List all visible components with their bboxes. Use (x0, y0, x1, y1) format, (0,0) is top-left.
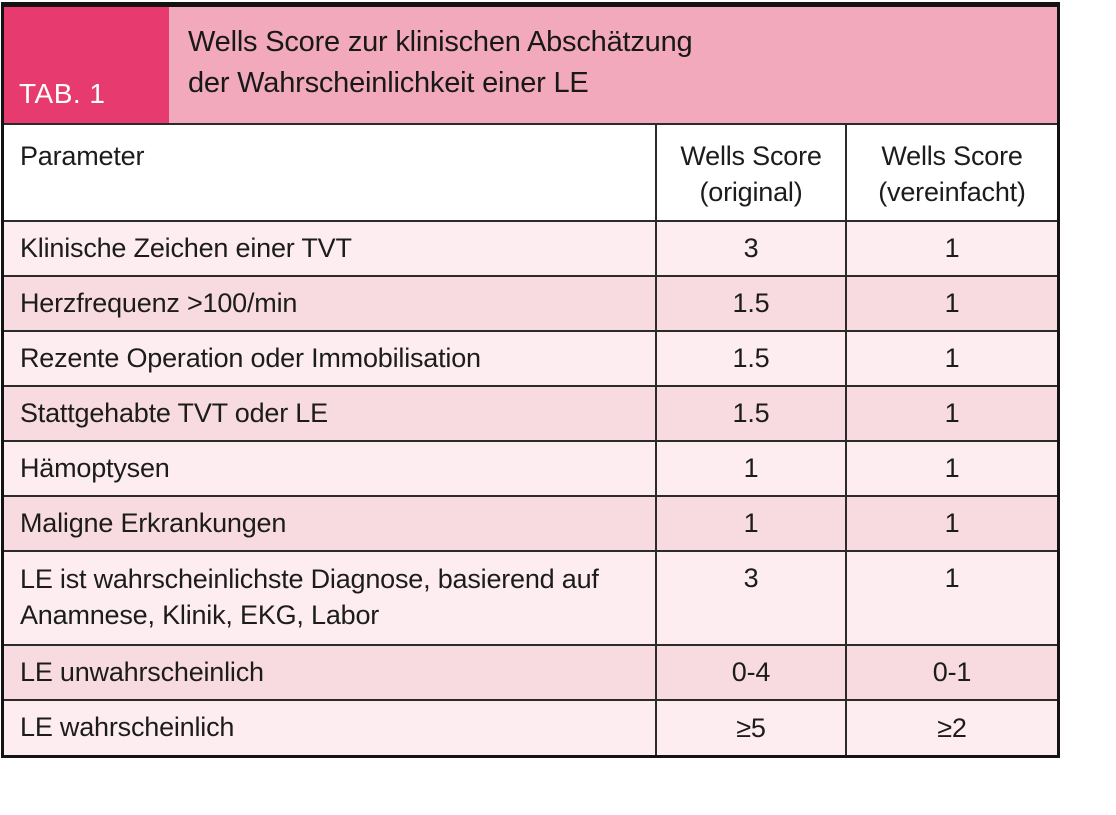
parameter-cell: LE ist wahrscheinlichste Diagnose, basie… (4, 550, 657, 646)
parameter-cell: LE unwahrscheinlich (4, 644, 657, 701)
table-number-badge: TAB. 1 (4, 7, 169, 123)
figure-title-line2: der Wahrscheinlichkeit einer LE (188, 67, 589, 100)
wells-score-table-figure: TAB. 1 Wells Score zur klinischen Abschä… (1, 2, 1060, 758)
simplified-score-cell: 1 (845, 550, 1057, 646)
table-row: Maligne Erkrankungen 1 1 (4, 495, 1057, 552)
simplified-score-cell: 1 (845, 220, 1057, 277)
original-score-cell: 3 (655, 550, 847, 646)
column-header-original-line1: Wells Score (680, 141, 822, 171)
parameter-cell: Stattgehabte TVT oder LE (4, 385, 657, 442)
simplified-score-cell: 0-1 (845, 644, 1057, 701)
simplified-score-cell: ≥2 (845, 699, 1057, 755)
original-score-cell: 1 (655, 440, 847, 497)
table-row: Hämoptysen 1 1 (4, 440, 1057, 497)
simplified-score-cell: 1 (845, 330, 1057, 387)
original-score-cell: 1 (655, 495, 847, 552)
table-row: LE ist wahrscheinlichste Diagnose, basie… (4, 550, 1057, 646)
column-header-simplified-line1: Wells Score (881, 141, 1023, 171)
wells-score-table: Parameter Wells Score (original) Wells S… (4, 125, 1057, 755)
table-row: LE unwahrscheinlich 0-4 0-1 (4, 644, 1057, 701)
simplified-score-cell: 1 (845, 495, 1057, 552)
table-row: Klinische Zeichen einer TVT 3 1 (4, 220, 1057, 277)
parameter-cell: Herzfrequenz >100/min (4, 275, 657, 332)
table-row: LE wahrscheinlich ≥5 ≥2 (4, 699, 1057, 755)
figure-header-band: TAB. 1 Wells Score zur klinischen Abschä… (4, 7, 1057, 125)
parameter-cell: Maligne Erkrankungen (4, 495, 657, 552)
table-row: Rezente Operation oder Immobilisation 1.… (4, 330, 1057, 387)
table-row: Herzfrequenz >100/min 1.5 1 (4, 275, 1057, 332)
table-header-row: Parameter Wells Score (original) Wells S… (4, 125, 1057, 222)
parameter-cell: Rezente Operation oder Immobilisation (4, 330, 657, 387)
parameter-cell: Hämoptysen (4, 440, 657, 497)
original-score-cell: 0-4 (655, 644, 847, 701)
parameter-cell: Klinische Zeichen einer TVT (4, 220, 657, 277)
original-score-cell: 1.5 (655, 330, 847, 387)
table-row: Stattgehabte TVT oder LE 1.5 1 (4, 385, 1057, 442)
simplified-score-cell: 1 (845, 440, 1057, 497)
original-score-cell: ≥5 (655, 699, 847, 755)
original-score-cell: 1.5 (655, 385, 847, 442)
column-header-simplified-line2: (vereinfacht) (878, 177, 1026, 208)
simplified-score-cell: 1 (845, 275, 1057, 332)
column-header-simplified: Wells Score (vereinfacht) (845, 125, 1057, 222)
original-score-cell: 1.5 (655, 275, 847, 332)
figure-title-banner: Wells Score zur klinischen Abschätzung d… (169, 7, 1057, 123)
table-number-label: TAB. 1 (19, 78, 106, 109)
column-header-parameter: Parameter (4, 125, 657, 222)
column-header-original: Wells Score (original) (655, 125, 847, 222)
original-score-cell: 3 (655, 220, 847, 277)
figure-title-line1: Wells Score zur klinischen Abschätzung (188, 26, 693, 58)
parameter-cell: LE wahrscheinlich (4, 699, 657, 755)
simplified-score-cell: 1 (845, 385, 1057, 442)
column-header-original-line2: (original) (699, 177, 803, 208)
